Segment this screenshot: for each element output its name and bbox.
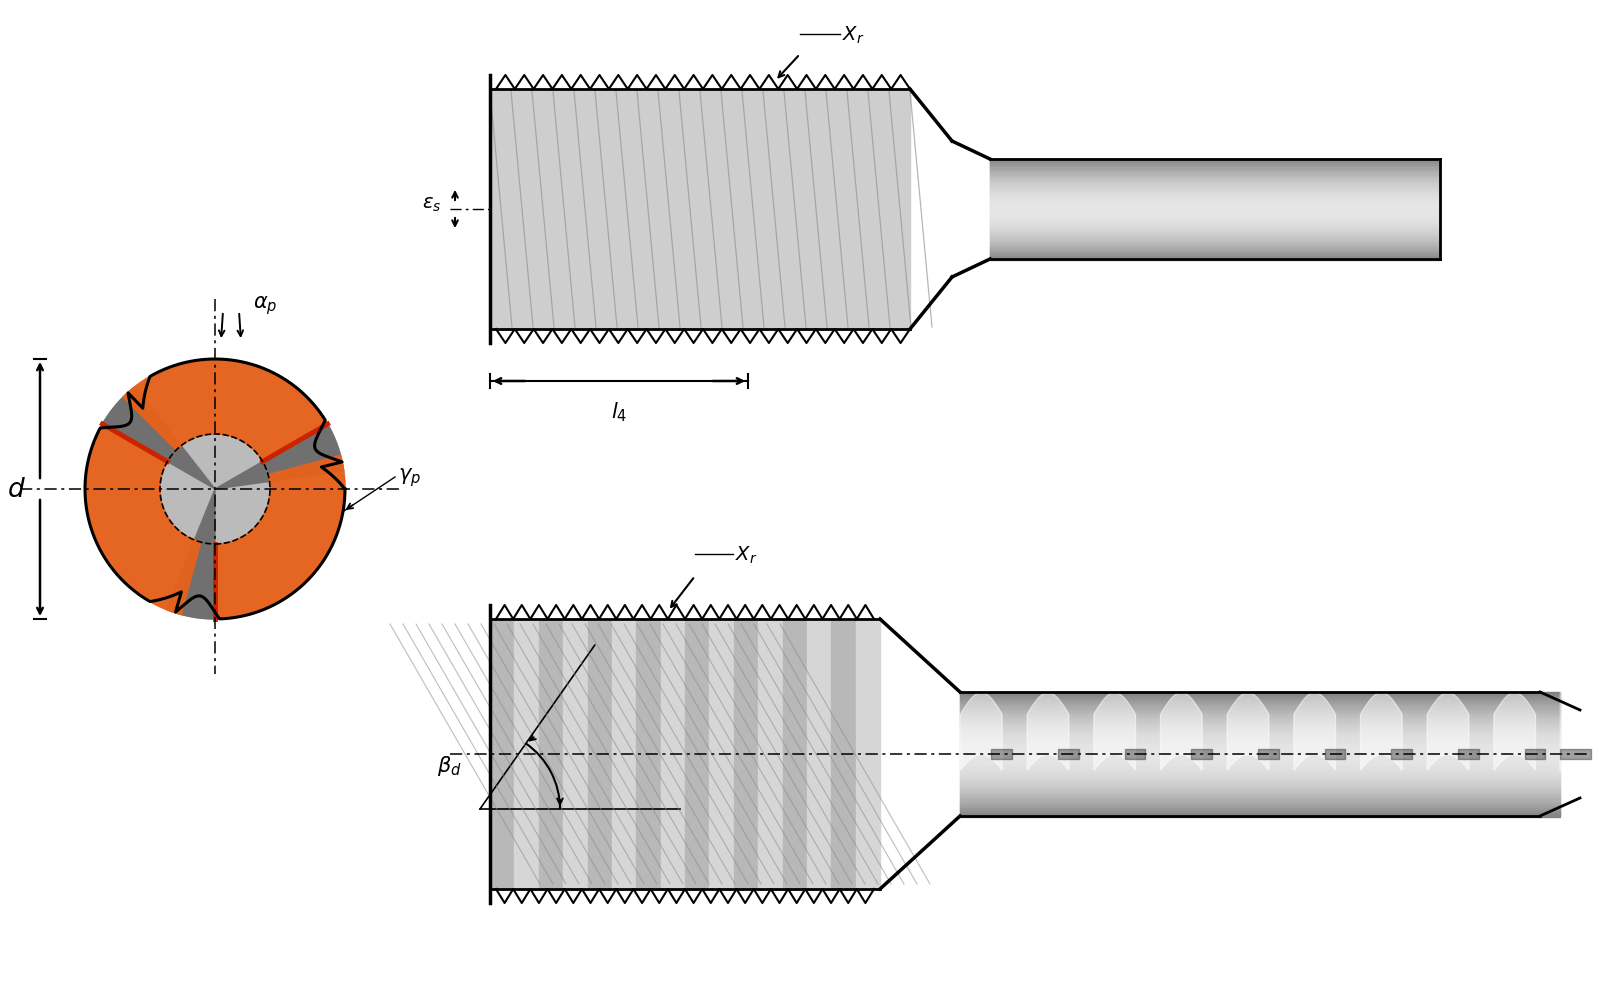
Polygon shape [103,387,215,489]
Polygon shape [85,425,200,615]
Polygon shape [215,456,345,619]
Text: $\gamma_p$: $\gamma_p$ [398,466,420,489]
Polygon shape [124,360,327,462]
Text: $\alpha_p$: $\alpha_p$ [253,294,277,317]
Text: $\beta_d$: $\beta_d$ [438,753,462,777]
Polygon shape [167,489,215,619]
Text: $X_r$: $X_r$ [735,544,757,565]
Circle shape [85,360,345,619]
Text: $X_r$: $X_r$ [842,25,865,45]
Text: $l_4$: $l_4$ [611,399,627,423]
Polygon shape [215,425,343,489]
Text: d: d [8,476,24,503]
Text: $\varepsilon_s$: $\varepsilon_s$ [422,195,441,214]
